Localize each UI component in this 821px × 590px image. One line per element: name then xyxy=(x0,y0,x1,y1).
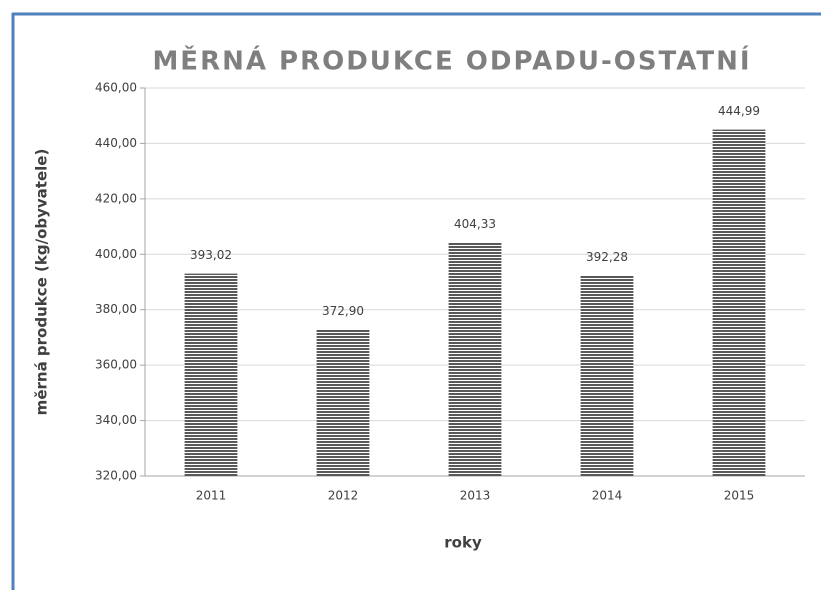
y-tick-label: 400,00 xyxy=(95,247,137,261)
bar xyxy=(316,329,370,476)
x-tick-label: 2013 xyxy=(460,489,491,503)
bar xyxy=(712,129,766,477)
x-tick-label: 2012 xyxy=(328,489,359,503)
bar xyxy=(448,242,502,476)
data-label: 393,02 xyxy=(190,248,232,262)
x-tick-label: 2014 xyxy=(592,489,623,503)
y-tick-label: 340,00 xyxy=(95,413,137,427)
y-tick-label: 420,00 xyxy=(95,191,137,205)
y-axis-label: měrná produkce (kg/obyvatele) xyxy=(33,149,51,416)
x-tick-label: 2015 xyxy=(724,489,755,503)
bar xyxy=(580,275,634,476)
x-axis-label: roky xyxy=(444,534,482,552)
data-label: 404,33 xyxy=(454,217,496,231)
y-tick-label: 440,00 xyxy=(95,136,137,150)
y-tick-label: 320,00 xyxy=(95,469,137,483)
data-label: 372,90 xyxy=(322,304,364,318)
x-tick-label: 2011 xyxy=(196,489,227,503)
y-tick-label: 460,00 xyxy=(95,81,137,95)
chart-title: MĚRNÁ PRODUKCE ODPADU-OSTATNÍ xyxy=(152,45,751,77)
data-label: 392,28 xyxy=(586,250,628,264)
data-label: 444,99 xyxy=(718,104,760,118)
bar xyxy=(184,273,238,476)
y-tick-label: 380,00 xyxy=(95,302,137,316)
y-tick-label: 360,00 xyxy=(95,358,137,372)
